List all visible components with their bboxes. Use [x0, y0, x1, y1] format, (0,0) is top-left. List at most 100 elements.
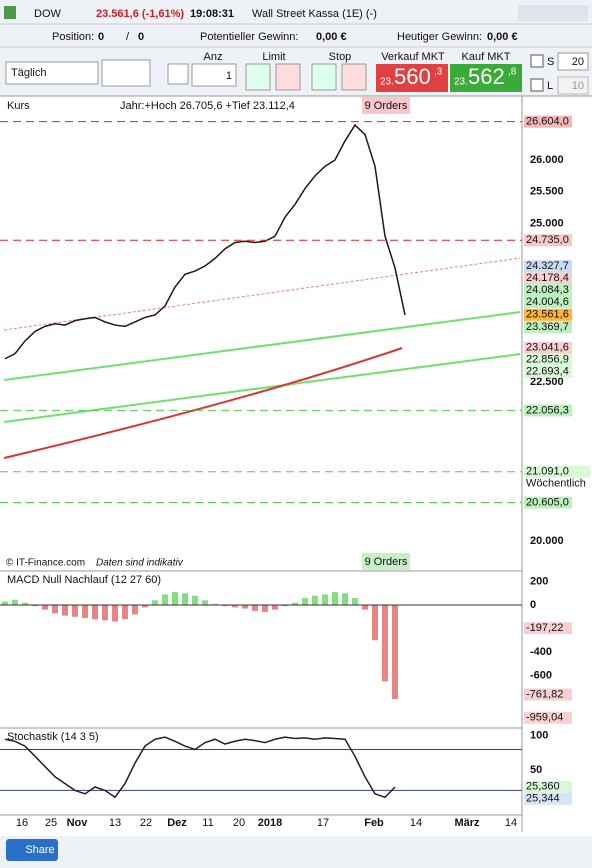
macd-bar [162, 594, 168, 606]
macd-bar [102, 605, 108, 621]
sell-sup: ,3 [434, 67, 443, 78]
price-line [4, 736, 396, 799]
macd-bar [322, 594, 328, 606]
level-box [524, 365, 572, 378]
macd-bar [62, 605, 68, 616]
price-info: Jahr:+Hoch 26.705,6 +Tief 23.112,4 [120, 100, 295, 112]
chart-type-button[interactable] [101, 59, 151, 87]
qty-input[interactable] [191, 63, 237, 87]
macd-bar [122, 605, 128, 620]
position: 0 [98, 31, 104, 43]
orders-badge[interactable] [362, 553, 410, 570]
buy-prefix: 23. [454, 77, 468, 88]
stop-buy[interactable] [311, 63, 337, 91]
macd-bar [272, 605, 278, 610]
level-label: 23.369,7 [526, 321, 569, 333]
macd-bar [152, 600, 158, 606]
x-tick-label: 14 [410, 817, 422, 829]
level-box [524, 260, 572, 273]
x-tick-label: 2018 [258, 817, 282, 829]
x-tick-label: 13 [109, 817, 121, 829]
orders-badge[interactable] [362, 97, 410, 114]
level-box [524, 234, 572, 247]
buy-button[interactable] [450, 64, 522, 92]
level-label: 21.091,0 [526, 466, 569, 478]
level-box [524, 272, 572, 285]
level-label: 24.178,4 [526, 272, 569, 284]
macd-bar [362, 605, 368, 610]
level-label: 23.561,6 [526, 309, 569, 321]
y-tick-label: 26.000 [530, 154, 564, 166]
position2: 0 [138, 31, 144, 43]
price-line [4, 123, 406, 360]
x-tick-label: 11 [202, 817, 213, 829]
level-label: 24.735,0 [526, 234, 569, 246]
sell-big: 560 [394, 64, 431, 89]
limit-label: Limit [262, 51, 285, 63]
level-box [524, 115, 572, 128]
today: 0,00 € [487, 31, 518, 43]
y-tick-label: 200 [530, 575, 548, 587]
macd-bar [182, 593, 188, 606]
tool-button[interactable] [167, 63, 189, 85]
level-label: -761,82 [526, 688, 563, 700]
time: 19:08:31 [190, 8, 234, 20]
sell-button[interactable] [376, 64, 448, 92]
l-value: 10 [572, 80, 584, 92]
level-box [524, 341, 572, 354]
macd-bar [242, 605, 248, 609]
l-input[interactable] [557, 76, 589, 95]
limit-buy[interactable] [245, 63, 271, 91]
macd-bar [332, 592, 338, 606]
price-title: Kurs [7, 100, 30, 112]
macd-bar [372, 605, 378, 641]
s-checkbox[interactable] [530, 54, 544, 68]
l-checkbox[interactable] [530, 78, 544, 92]
potential: 0,00 € [316, 31, 347, 43]
sell-prefix: 23. [380, 77, 394, 88]
qty: 1 [226, 70, 232, 82]
potential-label: Potentieller Gewinn: [200, 31, 298, 43]
level-box [524, 792, 572, 805]
level-box [524, 496, 572, 509]
macd-bar [22, 602, 28, 606]
macd-bar [222, 605, 228, 607]
level-box [524, 711, 572, 724]
x-tick-label: Dez [167, 817, 187, 829]
stop-label: Stop [329, 51, 352, 63]
x-tick-label: 16 [16, 817, 28, 829]
macd-bar [42, 605, 48, 610]
macd-bar [192, 595, 198, 606]
y-tick-label: 25.500 [530, 186, 564, 198]
level-label: 24.084,3 [526, 284, 569, 296]
macd-bar [232, 605, 238, 608]
y-tick-label: 100 [530, 730, 548, 742]
disclaimer: Daten sind indikativ [96, 558, 184, 569]
y-tick-label: 22.500 [530, 376, 564, 388]
y-tick-label: 25.000 [530, 217, 564, 229]
stop-sell[interactable] [341, 63, 367, 91]
s-label: S [547, 56, 554, 68]
share: Share [25, 844, 54, 856]
s-input[interactable] [557, 52, 589, 71]
timeframe-select[interactable] [5, 61, 99, 85]
buy-sup: ,8 [508, 67, 517, 78]
macd-bar [112, 605, 118, 622]
window-buttons[interactable] [518, 5, 588, 21]
macd-bar [392, 605, 398, 700]
level-label: 22.856,9 [526, 354, 569, 366]
y-tick-label: -600 [530, 669, 552, 681]
limit-sell[interactable] [275, 63, 301, 91]
l-label: L [547, 80, 553, 92]
level-box [524, 308, 572, 321]
position-label: Position: [52, 31, 94, 43]
copyright: © IT-Finance.com [6, 558, 85, 569]
level-label: 25,360 [526, 781, 560, 793]
timeframe: Täglich [11, 67, 46, 79]
share-button[interactable] [6, 839, 58, 861]
s-value: 20 [572, 56, 584, 68]
x-tick-label: Feb [364, 817, 384, 829]
stoch-title: Stochastik (14 3 5) [7, 731, 99, 743]
symbol[interactable]: DOW [34, 8, 62, 20]
level-box [524, 353, 572, 366]
